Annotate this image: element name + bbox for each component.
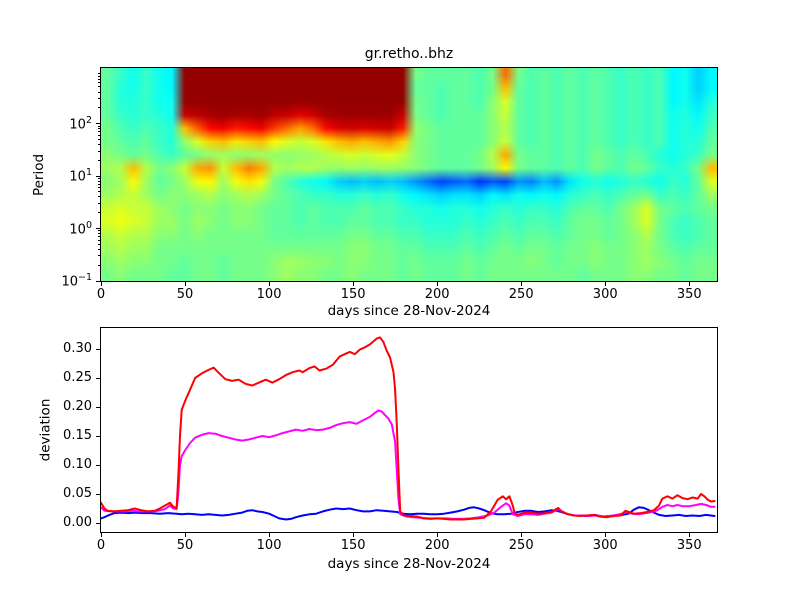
bottom-x-tick <box>268 533 270 537</box>
spectrogram-axes <box>100 67 718 282</box>
top-y-minor-tick <box>97 138 100 140</box>
bottom-x-tick-label: 150 <box>340 538 366 553</box>
top-y-minor-tick <box>97 187 100 189</box>
bottom-y-tick <box>96 464 100 466</box>
top-y-minor-tick <box>97 131 100 133</box>
magenta-deviation-line <box>101 409 716 520</box>
bottom-y-tick-label: 0.30 <box>63 341 92 356</box>
bottom-x-tick-label: 300 <box>592 538 618 553</box>
top-y-minor-tick <box>97 236 100 238</box>
top-x-tick <box>352 282 354 286</box>
top-x-tick <box>184 282 186 286</box>
bottom-y-tick <box>96 522 100 524</box>
top-y-minor-tick <box>97 233 100 235</box>
bottom-x-tick <box>688 533 690 537</box>
red-deviation-line <box>101 336 716 521</box>
top-x-tick-label: 200 <box>424 287 450 302</box>
bottom-x-tick <box>352 533 354 537</box>
top-x-tick <box>268 282 270 286</box>
bottom-y-tick <box>96 493 100 495</box>
top-x-tick-label: 300 <box>592 287 618 302</box>
chart-title: gr.retho..bhz <box>364 46 454 62</box>
bottom-x-tick-label: 50 <box>176 538 194 553</box>
top-y-tick <box>96 123 100 125</box>
bottom-y-tick <box>96 348 100 350</box>
bottom-y-tick-label: 0.25 <box>63 370 92 385</box>
bottom-x-axis-label: days since 28-Nov-2024 <box>327 556 491 572</box>
top-y-minor-tick <box>97 125 100 127</box>
bottom-x-tick <box>520 533 522 537</box>
bottom-x-tick <box>184 533 186 537</box>
bottom-x-tick <box>100 533 102 537</box>
top-y-minor-tick <box>97 230 100 232</box>
top-x-tick <box>604 282 606 286</box>
top-y-minor-tick <box>97 107 100 109</box>
bottom-x-tick-label: 200 <box>424 538 450 553</box>
top-x-tick-label: 350 <box>676 287 702 302</box>
top-y-minor-tick <box>97 82 100 84</box>
top-x-tick-label: 100 <box>256 287 282 302</box>
top-y-minor-tick <box>97 134 100 136</box>
bottom-x-tick-label: 250 <box>508 538 534 553</box>
top-y-minor-tick <box>97 91 100 93</box>
bottom-x-tick-label: 350 <box>676 538 702 553</box>
bottom-x-tick <box>436 533 438 537</box>
deviation-lines-plot <box>101 336 716 521</box>
bottom-y-tick-label: 0.05 <box>63 486 92 501</box>
top-x-tick <box>100 282 102 286</box>
top-y-minor-tick <box>97 203 100 204</box>
top-x-tick-label: 0 <box>96 287 106 302</box>
top-y-tick-label: 100 <box>69 219 92 237</box>
top-y-minor-tick <box>97 98 100 100</box>
top-x-axis-label: days since 28-Nov-2024 <box>327 303 491 319</box>
top-x-tick-label: 50 <box>176 287 194 302</box>
bottom-x-tick-label: 0 <box>96 538 106 553</box>
top-y-minor-tick <box>97 183 100 185</box>
bottom-y-tick-label: 0.15 <box>63 428 92 443</box>
top-y-tick-label: 101 <box>69 167 92 185</box>
top-x-tick-label: 250 <box>508 287 534 302</box>
bottom-x-tick-label: 100 <box>256 538 282 553</box>
top-y-minor-tick <box>97 159 100 161</box>
top-y-minor-tick <box>97 78 100 80</box>
bottom-x-tick <box>604 533 606 537</box>
bottom-y-tick <box>96 435 100 437</box>
top-y-tick <box>96 175 100 177</box>
top-y-tick <box>96 228 100 230</box>
top-y-minor-tick <box>97 75 100 77</box>
top-y-minor-tick <box>97 191 100 193</box>
bottom-y-tick <box>96 406 100 408</box>
top-x-tick <box>520 282 522 286</box>
bottom-y-tick <box>96 377 100 379</box>
top-y-minor-tick <box>97 212 100 214</box>
top-y-minor-tick <box>97 243 100 245</box>
top-y-minor-tick <box>97 128 100 130</box>
bottom-y-tick-label: 0.20 <box>63 399 92 414</box>
top-y-minor-tick <box>97 177 100 179</box>
top-x-tick <box>436 282 438 286</box>
top-y-minor-tick <box>97 255 100 257</box>
top-y-minor-tick <box>97 143 100 145</box>
bottom-y-tick-label: 0.00 <box>63 515 92 530</box>
top-y-tick-label: 102 <box>69 114 92 132</box>
top-y-tick-label: 10−1 <box>61 272 92 290</box>
top-y-minor-tick <box>97 239 100 241</box>
top-y-minor-tick <box>97 86 100 88</box>
top-x-tick <box>688 282 690 286</box>
top-y-minor-tick <box>97 264 100 266</box>
top-y-minor-tick <box>97 196 100 198</box>
spectrogram-heatmap <box>101 68 717 281</box>
bottom-y-tick-label: 0.10 <box>63 457 92 472</box>
top-x-tick-label: 150 <box>340 287 366 302</box>
top-y-minor-tick <box>97 73 100 75</box>
top-y-minor-tick <box>97 150 100 152</box>
top-y-minor-tick <box>97 248 100 250</box>
top-y-tick <box>96 280 100 282</box>
top-y-minor-tick <box>97 180 100 182</box>
deviation-axes <box>100 327 718 533</box>
